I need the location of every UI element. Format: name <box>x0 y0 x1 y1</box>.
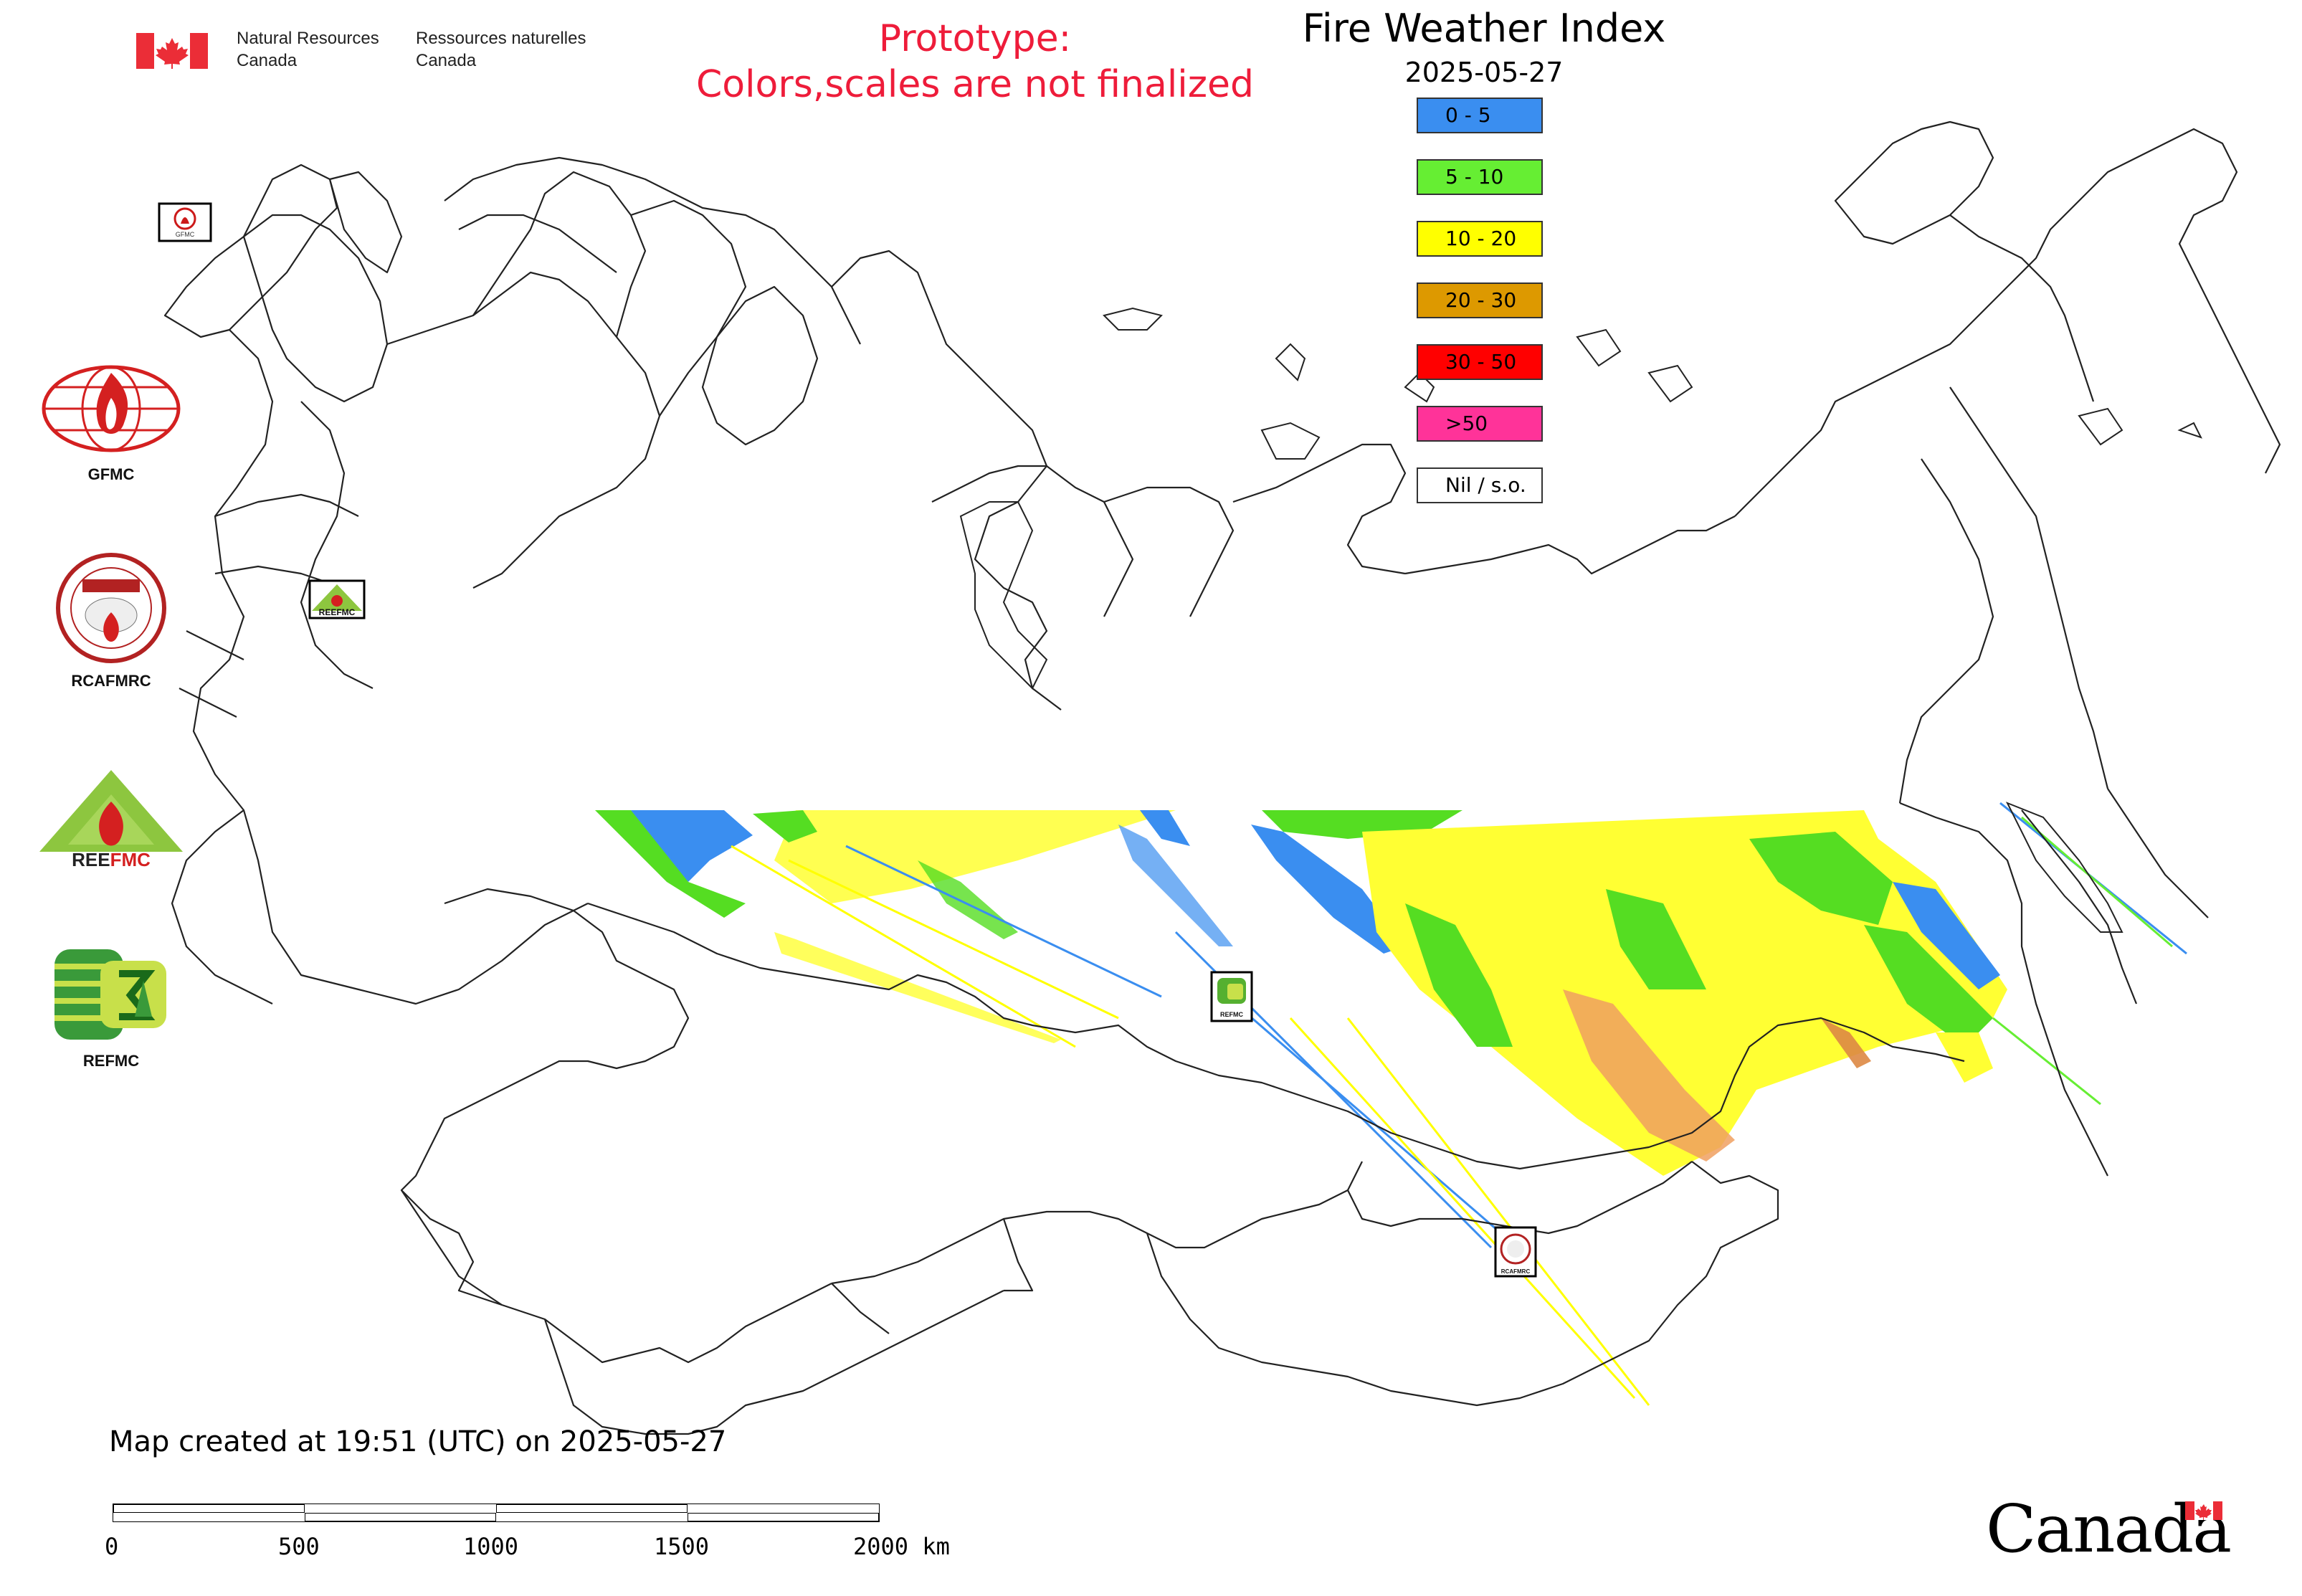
legend-label: 20 - 30 <box>1445 288 1517 312</box>
logo-refmc: REFMC <box>29 945 194 1070</box>
badge-caption-refmc: REFMC <box>1220 1011 1243 1018</box>
map-badge-refmc: REFMC <box>1210 971 1253 1022</box>
country-borders <box>163 120 2281 1435</box>
refmc-logo-icon <box>54 949 166 1040</box>
legend-label: 30 - 50 <box>1445 350 1517 374</box>
swath-west-blue-3 <box>1118 825 1233 946</box>
canada-flag-icon <box>136 33 208 69</box>
scale-bar <box>113 1504 880 1522</box>
canada-wordmark-flag-icon <box>2185 1501 2222 1520</box>
scale-label-0: 0 <box>105 1533 119 1560</box>
logo-gfmc: GFMC <box>29 358 194 484</box>
legend-item-30-50: 30 - 50 <box>1417 344 1543 380</box>
scale-label-1000: 1000 <box>463 1533 519 1560</box>
swath-west-yellow-tail <box>774 932 1061 1043</box>
swath-east-green-a <box>1405 903 1513 1047</box>
legend-label: >50 <box>1445 412 1488 435</box>
prototype-line2: Colors,scales are not finalized <box>695 63 1255 106</box>
prototype-line1: Prototype: <box>878 17 1072 60</box>
swath-streaks <box>731 802 2187 1406</box>
map-date: 2025-05-27 <box>1404 57 1564 88</box>
gov-name-french: Ressources naturelles Canada <box>416 27 586 72</box>
legend-item-20-30: 20 - 30 <box>1417 282 1543 318</box>
logo-caption-refmc: REFMC <box>82 1052 140 1070</box>
legend-item-over-50: >50 <box>1417 406 1543 442</box>
swath-west-blue-2 <box>1140 810 1190 846</box>
swath-west-blue <box>631 810 753 882</box>
arctic-islands <box>959 307 2202 933</box>
badge-caption-gfmc: GFMC <box>176 231 195 238</box>
scale-label-1500: 1500 <box>654 1533 710 1560</box>
map-title: Fire Weather Index <box>1302 6 1666 51</box>
logo-caption-rcafmrc: RCAFMRC <box>71 672 151 690</box>
swath-east-green-d <box>1864 925 1993 1047</box>
logo-rcafmrc: RCAFMRC <box>29 551 194 690</box>
legend-item-nil: Nil / s.o. <box>1417 467 1543 503</box>
canada-wordmark: Canada <box>1986 1490 2232 1569</box>
map-created-timestamp: Map created at 19:51 (UTC) on 2025-05-27 <box>109 1425 727 1458</box>
svg-text:REEFMC: REEFMC <box>72 849 151 870</box>
swath-east-yellow-tail <box>1936 1032 1993 1083</box>
map-badge-reefmc: REEFMC <box>308 579 366 619</box>
logo-caption-gfmc: GFMC <box>87 465 135 483</box>
swath-east-green-c <box>1606 889 1706 989</box>
swath-west-yellow <box>774 810 1176 903</box>
legend-item-5-10: 5 - 10 <box>1417 159 1543 195</box>
legend-label: 5 - 10 <box>1445 165 1504 189</box>
swath-west-green <box>595 810 746 918</box>
gov-en-line2: Canada <box>237 51 298 70</box>
gfmc-logo-icon <box>42 365 181 452</box>
legend-item-0-5: 0 - 5 <box>1417 98 1543 133</box>
badge-caption-rcafmrc: RCAFMRC <box>1501 1268 1531 1275</box>
fwi-swaths <box>595 802 2187 1406</box>
swath-east-green-b <box>1749 832 1893 925</box>
legend-item-10-20: 10 - 20 <box>1417 221 1543 257</box>
swath-east-blue-2 <box>1893 882 2000 989</box>
swath-east-orange-2 <box>1821 1018 1871 1068</box>
logo-reefmc: REEFMC <box>29 766 194 877</box>
gov-fr-line1: Ressources naturelles <box>416 29 586 48</box>
scale-label-500: 500 <box>278 1533 320 1560</box>
legend-label: 0 - 5 <box>1445 103 1491 127</box>
legend-label: 10 - 20 <box>1445 227 1517 250</box>
gov-en-line1: Natural Resources <box>237 29 379 48</box>
gov-fr-line2: Canada <box>416 51 477 70</box>
legend-label: Nil / s.o. <box>1445 473 1526 497</box>
swath-east-orange <box>1563 989 1735 1162</box>
swath-east-blue <box>1251 825 1405 954</box>
badge-caption-reefmc: REEFMC <box>319 607 356 617</box>
rcafmrc-logo-icon <box>56 553 166 663</box>
map-badge-rcafmrc: RCAFMRC <box>1494 1226 1537 1278</box>
scale-label-2000-km: 2000 km <box>853 1533 950 1560</box>
government-signature: Natural Resources Canada Ressources natu… <box>136 27 624 77</box>
gov-name-english: Natural Resources Canada <box>237 27 379 72</box>
reefmc-logo-icon: REEFMC <box>39 770 183 870</box>
map-badge-gfmc: GFMC <box>158 202 212 242</box>
swath-west-green-3 <box>918 860 1018 939</box>
prototype-notice: Prototype: Colors,scales are not finaliz… <box>645 16 1305 108</box>
swath-west-green-2 <box>753 810 817 842</box>
